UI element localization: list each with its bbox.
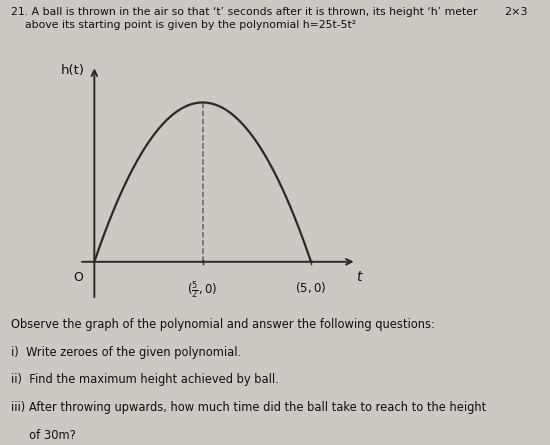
Text: $(\frac{5}{2},0)$: $(\frac{5}{2},0)$ (188, 279, 218, 301)
Text: 21. A ball is thrown in the air so that ‘t’ seconds after it is thrown, its heig: 21. A ball is thrown in the air so that … (11, 7, 477, 16)
Text: h(t): h(t) (60, 64, 85, 77)
Text: above its starting point is given by the polynomial h=25t-5t²: above its starting point is given by the… (11, 20, 356, 30)
Text: O: O (73, 271, 83, 283)
Text: 2×3: 2×3 (504, 7, 528, 16)
Text: iii) After throwing upwards, how much time did the ball take to reach to the hei: iii) After throwing upwards, how much ti… (11, 401, 486, 414)
Text: i)  Write zeroes of the given polynomial.: i) Write zeroes of the given polynomial. (11, 346, 241, 359)
Text: t: t (356, 270, 361, 284)
Text: ii)  Find the maximum height achieved by ball.: ii) Find the maximum height achieved by … (11, 373, 279, 386)
Text: $(5,0)$: $(5,0)$ (295, 279, 327, 295)
Text: Observe the graph of the polynomial and answer the following questions:: Observe the graph of the polynomial and … (11, 318, 435, 331)
Text: of 30m?: of 30m? (11, 429, 76, 441)
